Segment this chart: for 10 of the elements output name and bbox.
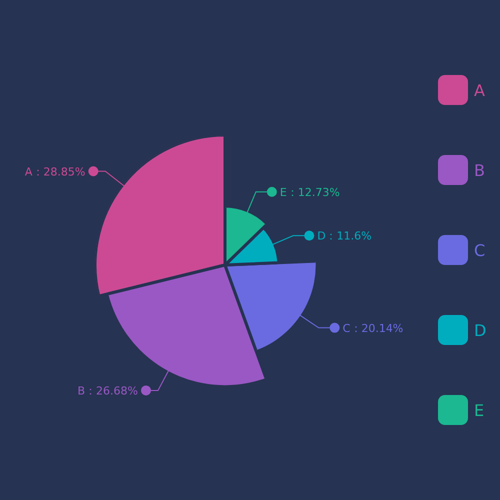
legend-label: D [474, 321, 486, 340]
data-label: E：12.73% [280, 186, 340, 199]
data-label: C：20.14% [342, 322, 404, 335]
legend-label: C [474, 241, 486, 260]
data-label: A：28.85% [24, 165, 86, 178]
data-label: D：11.6% [317, 230, 372, 243]
legend-label: B [474, 161, 485, 180]
legend-label: A [474, 81, 485, 100]
data-label: B：26.68% [77, 384, 138, 398]
legend-label: E [474, 401, 484, 420]
